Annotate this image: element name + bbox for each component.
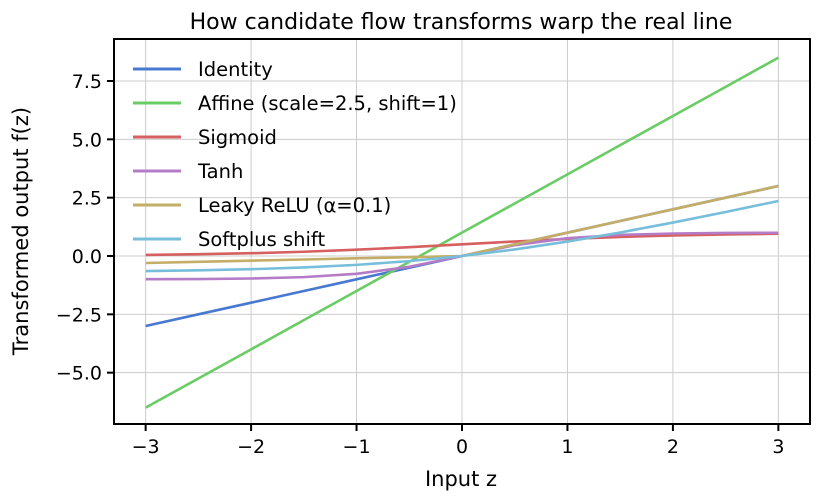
axis-ticks: −3 −2 −1 0 1 2 3 −5.0 −2.5 0.0 2.5 5.0 7.5 <box>56 71 785 458</box>
series-line-2 <box>145 232 779 257</box>
x-tick-label: 3 <box>772 436 784 458</box>
legend-label: Softplus shift <box>198 228 325 251</box>
y-axis-label: Transformed output f(z) <box>9 107 33 356</box>
x-tick-label: 1 <box>561 436 573 458</box>
legend-label: Identity <box>198 58 273 81</box>
x-tick-label: 0 <box>456 436 468 458</box>
legend-label: Tanh <box>197 160 243 183</box>
y-tick-label: −2.5 <box>56 304 102 326</box>
legend: Identity Affine (scale=2.5, shift=1) Sigmo… <box>133 58 457 251</box>
x-tick-label: −2 <box>237 436 265 458</box>
series-line-1 <box>145 56 779 409</box>
series-line-5 <box>145 199 779 273</box>
y-tick-label: −5.0 <box>56 363 102 385</box>
series-lines <box>145 56 779 409</box>
x-tick-label: 2 <box>667 436 679 458</box>
x-tick-label: −1 <box>343 436 371 458</box>
x-axis-label: Input z <box>425 467 497 491</box>
y-tick-label: 0.0 <box>72 246 102 268</box>
legend-label: Affine (scale=2.5, shift=1) <box>198 92 457 115</box>
y-tick-label: 7.5 <box>72 71 102 93</box>
y-tick-label: 2.5 <box>72 188 102 210</box>
legend-label: Sigmoid <box>198 126 277 149</box>
y-tick-label: 5.0 <box>72 129 102 151</box>
x-tick-label: −3 <box>132 436 160 458</box>
chart-title: How candidate flow transforms warp the r… <box>190 10 733 35</box>
legend-label: Leaky ReLU (α=0.1) <box>198 194 391 217</box>
